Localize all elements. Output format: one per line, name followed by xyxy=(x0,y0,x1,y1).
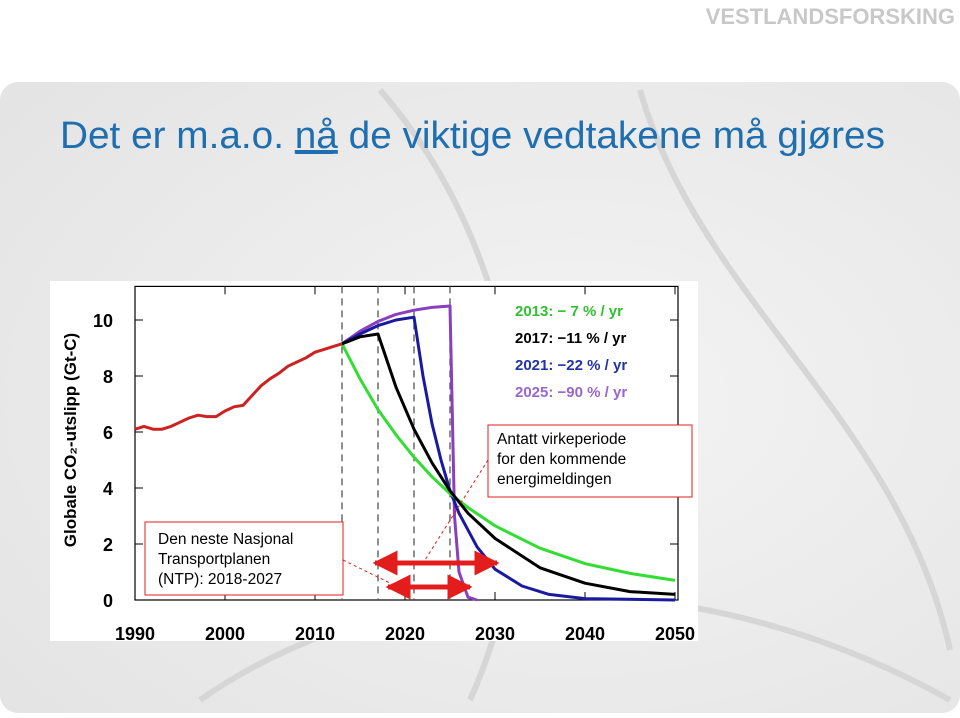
title-part: nå xyxy=(295,115,339,157)
annotation-text: for den kommende xyxy=(497,451,626,468)
x-tick-label: 2000 xyxy=(205,624,245,644)
x-tick-label: 2010 xyxy=(295,624,335,644)
y-axis-label: Globale CO₂-utslipp (Gt-C) xyxy=(61,333,80,547)
legend-label: 2021: −22 % / yr xyxy=(515,357,627,374)
slide-title: Det er m.a.o. nå de viktige vedtakene må… xyxy=(60,115,885,157)
x-tick-label: 1990 xyxy=(115,624,155,644)
annotation-text: energimeldingen xyxy=(497,471,612,488)
y-tick-label: 4 xyxy=(103,479,113,499)
x-tick-label: 2020 xyxy=(385,624,425,644)
line-series xyxy=(134,342,343,431)
title-part: Det er m.a.o. xyxy=(60,115,295,157)
y-tick-label: 2 xyxy=(103,535,113,555)
x-tick-label: 2050 xyxy=(655,624,695,644)
plot: 0 2 4 6 8 10 1990 2000 2010 2020 2030 2040 2050 2013:… xyxy=(93,285,695,644)
y-tick-label: 0 xyxy=(103,591,113,611)
annotation-text: Transportplanen xyxy=(158,551,270,568)
y-tick-label: 8 xyxy=(103,367,113,387)
logo: VESTLANDSFORSKING xyxy=(706,4,955,29)
line-series xyxy=(340,343,676,582)
legend-label: 2017: −11 % / yr xyxy=(515,330,626,347)
annotation-text: Den neste Nasjonal xyxy=(158,531,293,548)
overlay: Antatt virkeperiode for den kommende energ… xyxy=(144,424,693,600)
annotation-text: (NTP): 2018-2027 xyxy=(158,571,282,588)
y-tick-label: 10 xyxy=(93,311,113,331)
legend-label: 2025: −90 % / yr xyxy=(515,384,627,401)
title-part: de viktige vedtakene må gjøres xyxy=(338,115,885,157)
y-tick-label: 6 xyxy=(103,423,113,443)
leader-line xyxy=(424,459,489,561)
annotation-text: Antatt virkeperiode xyxy=(497,431,626,448)
legend-label: 2013: − 7 % / yr xyxy=(515,303,623,320)
line-series xyxy=(341,315,676,602)
annotation-box xyxy=(487,424,693,498)
x-tick-label: 2030 xyxy=(475,624,515,644)
x-tick-label: 2040 xyxy=(565,624,605,644)
line-series xyxy=(341,332,676,596)
annotation-box xyxy=(144,521,344,596)
